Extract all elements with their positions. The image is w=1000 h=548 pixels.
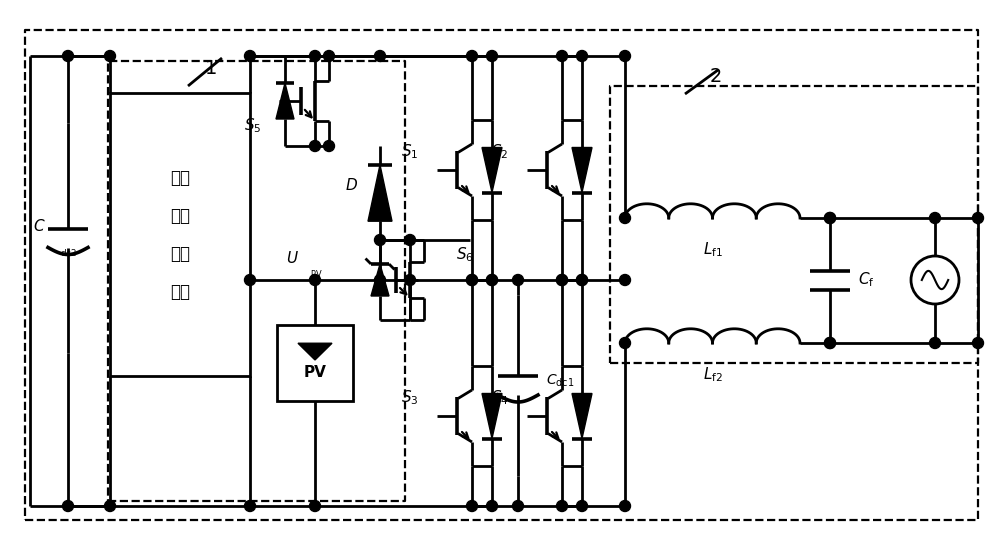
Circle shape xyxy=(620,338,631,349)
Circle shape xyxy=(374,50,386,61)
Circle shape xyxy=(62,50,74,61)
Circle shape xyxy=(404,275,415,286)
Circle shape xyxy=(576,275,588,286)
Circle shape xyxy=(930,213,940,224)
Text: $C_{\rm dc1}$: $C_{\rm dc1}$ xyxy=(546,373,574,389)
Text: $L_{\rm f2}$: $L_{\rm f2}$ xyxy=(703,365,722,384)
Polygon shape xyxy=(368,165,392,221)
Circle shape xyxy=(556,275,568,286)
Circle shape xyxy=(576,50,588,61)
Circle shape xyxy=(404,235,415,246)
Polygon shape xyxy=(572,147,592,192)
Circle shape xyxy=(310,50,320,61)
Circle shape xyxy=(576,500,588,511)
Text: $D$: $D$ xyxy=(345,177,359,193)
Circle shape xyxy=(512,275,524,286)
Text: $L_{\rm f1}$: $L_{\rm f1}$ xyxy=(703,240,722,259)
Text: $S_6$: $S_6$ xyxy=(456,246,474,264)
Polygon shape xyxy=(482,393,502,438)
Text: $S_3$: $S_3$ xyxy=(401,389,419,407)
Circle shape xyxy=(825,338,836,349)
Circle shape xyxy=(466,50,478,61)
Circle shape xyxy=(374,275,386,286)
Text: $C_{\rm f}$: $C_{\rm f}$ xyxy=(858,271,875,289)
Circle shape xyxy=(825,213,836,224)
Circle shape xyxy=(244,275,256,286)
Circle shape xyxy=(310,140,320,151)
Circle shape xyxy=(825,338,836,349)
Text: PV: PV xyxy=(304,365,326,380)
Polygon shape xyxy=(298,343,332,360)
Circle shape xyxy=(244,50,256,61)
Circle shape xyxy=(324,140,334,151)
Circle shape xyxy=(466,275,478,286)
Text: $S_1$: $S_1$ xyxy=(401,142,419,161)
Text: $_{\rm dc2}$: $_{\rm dc2}$ xyxy=(60,244,77,258)
Text: 电路: 电路 xyxy=(170,283,190,301)
Circle shape xyxy=(825,213,836,224)
Text: $S_2$: $S_2$ xyxy=(491,142,509,161)
Circle shape xyxy=(466,500,478,511)
Text: $U$: $U$ xyxy=(286,250,299,266)
Circle shape xyxy=(556,50,568,61)
Circle shape xyxy=(244,500,256,511)
Text: $S_4$: $S_4$ xyxy=(491,389,509,407)
Text: $2$: $2$ xyxy=(709,66,721,85)
Text: $C$: $C$ xyxy=(33,218,46,234)
Circle shape xyxy=(972,338,984,349)
Bar xyxy=(277,325,353,401)
Circle shape xyxy=(620,50,631,61)
Bar xyxy=(110,93,250,376)
Circle shape xyxy=(62,500,74,511)
Circle shape xyxy=(486,50,498,61)
Circle shape xyxy=(556,500,568,511)
Polygon shape xyxy=(572,393,592,438)
Circle shape xyxy=(620,500,631,511)
Circle shape xyxy=(620,213,631,224)
Circle shape xyxy=(620,275,631,286)
Text: $_{\rm PV}$: $_{\rm PV}$ xyxy=(310,266,323,279)
Circle shape xyxy=(104,50,116,61)
Circle shape xyxy=(486,275,498,286)
Circle shape xyxy=(104,500,116,511)
Circle shape xyxy=(310,500,320,511)
Circle shape xyxy=(466,275,478,286)
Polygon shape xyxy=(482,147,502,192)
Polygon shape xyxy=(371,264,389,296)
Polygon shape xyxy=(276,83,294,119)
Text: 功率: 功率 xyxy=(170,207,190,225)
Text: 直流: 直流 xyxy=(170,169,190,187)
Circle shape xyxy=(930,338,940,349)
Circle shape xyxy=(310,275,320,286)
Text: 变换: 变换 xyxy=(170,245,190,263)
Circle shape xyxy=(556,275,568,286)
Circle shape xyxy=(324,50,334,61)
Circle shape xyxy=(486,500,498,511)
Circle shape xyxy=(486,275,498,286)
Circle shape xyxy=(512,500,524,511)
Circle shape xyxy=(374,235,386,246)
Text: $S_5$: $S_5$ xyxy=(244,117,262,135)
Circle shape xyxy=(576,275,588,286)
Circle shape xyxy=(972,213,984,224)
Text: $1$: $1$ xyxy=(204,59,216,77)
